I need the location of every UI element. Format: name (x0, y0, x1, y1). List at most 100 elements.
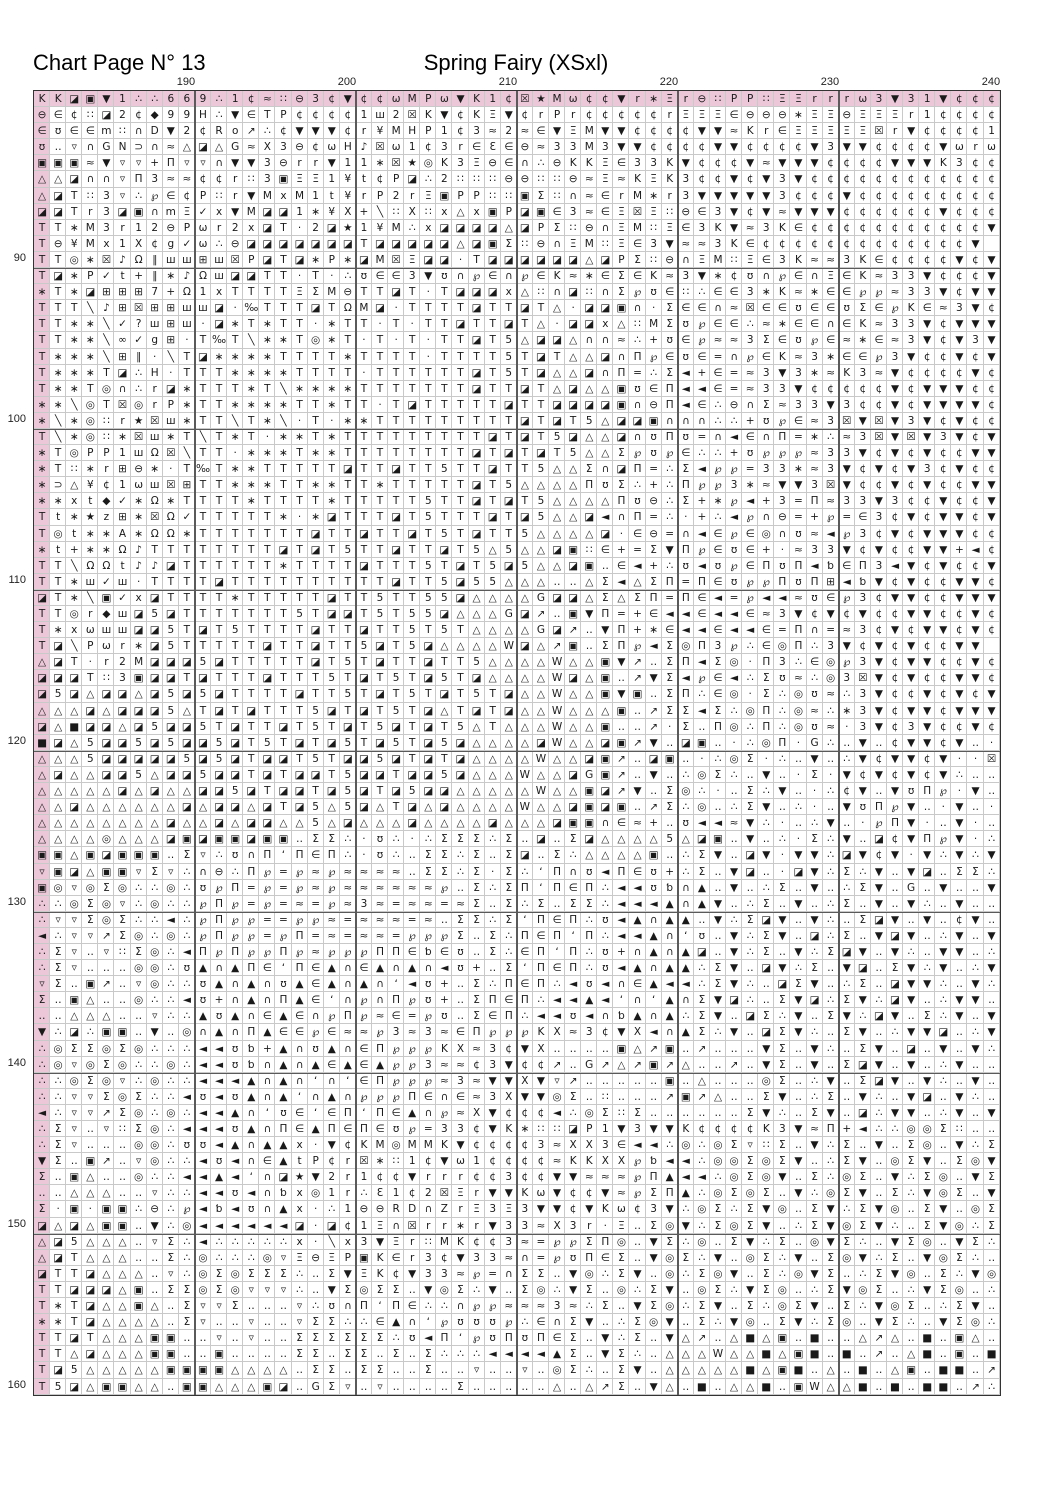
grid-cell: ▼ (726, 204, 742, 220)
grid-cell: ▼ (790, 155, 806, 171)
grid-cell: · (195, 316, 211, 332)
grid-cell: ◄ (662, 606, 678, 622)
grid-cell: ℘ (742, 509, 758, 525)
grid-cell: ◎ (919, 1234, 935, 1250)
grid-cell: 1 (227, 91, 244, 108)
grid-cell: ‥ (790, 928, 806, 944)
grid-cell: ◪ (227, 799, 243, 815)
grid-cell: ∗ (308, 477, 324, 493)
grid-cell: = (839, 509, 855, 525)
grid-cell: x (292, 1234, 308, 1250)
grid-cell: ⊖ (565, 171, 581, 187)
grid-cell: ◎ (613, 1234, 629, 1250)
grid-cell: ♪ (356, 139, 372, 155)
grid-cell: ∈ (790, 316, 806, 332)
grid-cell: ¢ (323, 91, 340, 108)
grid-cell: ◎ (581, 1105, 597, 1121)
grid-cell: ▼ (887, 413, 903, 429)
grid-cell: 3 (485, 1041, 501, 1057)
grid-cell: ¢ (935, 188, 951, 204)
grid-cell: K (372, 1266, 388, 1282)
grid-cell: ▼ (742, 815, 758, 831)
grid-cell: ▼ (935, 284, 951, 300)
grid-cell: ◎ (50, 526, 66, 542)
grid-cell: r (356, 188, 372, 204)
grid-cell: ◪ (243, 783, 259, 799)
grid-cell: ◪ (839, 944, 855, 960)
grid-cell: ◪ (179, 799, 195, 815)
grid-cell: ∴ (662, 461, 678, 477)
grid-cell: Π (887, 815, 903, 831)
grid-cell: T (292, 654, 308, 670)
grid-cell: 5 (404, 606, 420, 622)
grid-cell: △ (581, 493, 597, 509)
grid-cell: ▼ (984, 928, 1000, 944)
grid-cell: Σ (469, 976, 485, 992)
grid-cell: ◄ (613, 960, 629, 976)
grid-cell: Σ (823, 944, 839, 960)
grid-cell: ∗ (227, 365, 243, 381)
grid-cell: · (452, 252, 468, 268)
grid-cell: ‥ (227, 1314, 243, 1330)
grid-cell: ▼ (855, 783, 871, 799)
grid-cell: ◄ (694, 558, 710, 574)
grid-cell: ∴ (694, 1250, 710, 1266)
grid-cell: ◄ (726, 622, 742, 638)
grid-cell: ▲ (275, 1137, 291, 1153)
grid-cell: ∷ (452, 171, 468, 187)
grid-cell: 5 (533, 493, 549, 509)
grid-cell: ◪ (420, 735, 436, 751)
grid-cell: ▿ (372, 1379, 388, 1395)
grid-cell: ≈ (436, 1024, 452, 1040)
grid-cell: 3 (114, 670, 130, 686)
grid-cell: ∴ (420, 171, 436, 187)
grid-cell: + (629, 622, 645, 638)
grid-cell: ▼ (839, 799, 855, 815)
grid-cell: ʊ (565, 1008, 581, 1024)
grid-cell: T (356, 284, 372, 300)
grid-cell: ◪ (597, 735, 613, 751)
grid-cell: Ξ (469, 155, 485, 171)
grid-cell: M (629, 188, 645, 204)
grid-cell: 3 (903, 316, 919, 332)
grid-cell: 5 (404, 638, 420, 654)
grid-cell: ¢ (501, 1041, 517, 1057)
grid-cell: ≈ (469, 1041, 485, 1057)
grid-cell: 6 (162, 91, 179, 108)
grid-cell: T (227, 509, 243, 525)
grid-cell: ℘ (356, 1008, 372, 1024)
grid-cell: T (452, 445, 468, 461)
grid-cell: ◪ (292, 236, 308, 252)
grid-cell: · (967, 815, 983, 831)
grid-cell: ▼ (774, 912, 790, 928)
grid-cell: T (211, 365, 227, 381)
grid-cell: ℘ (629, 445, 645, 461)
grid-cell: Σ (501, 847, 517, 863)
grid-cell: ◪ (98, 751, 114, 767)
grid-cell: ◄ (742, 622, 758, 638)
grid-cell: T (356, 590, 372, 606)
grid-cell: ∴ (227, 1250, 243, 1266)
grid-cell: Σ (774, 880, 790, 896)
grid-cell: ʊ (807, 590, 823, 606)
grid-cell: 5 (436, 526, 452, 542)
grid-cell: ▼ (903, 1089, 919, 1105)
grid-cell: ■ (742, 1362, 758, 1378)
grid-cell: ‥ (629, 703, 645, 719)
grid-cell: ▼ (871, 493, 887, 509)
grid-cell: ‥ (646, 654, 662, 670)
grid-cell: ¢ (823, 155, 839, 171)
grid-cell: ‥ (919, 928, 935, 944)
grid-cell: ∈ (710, 365, 726, 381)
grid-cell: T (147, 542, 163, 558)
grid-cell: ∗ (66, 268, 82, 284)
grid-cell: Σ (469, 847, 485, 863)
grid-cell: 5 (436, 735, 452, 751)
grid-cell: r (114, 220, 130, 236)
grid-cell: ◪ (98, 767, 114, 783)
grid-cell: ▼ (646, 1121, 662, 1137)
grid-cell: ¢ (887, 188, 903, 204)
grid-cell: ∴ (34, 960, 51, 977)
grid-cell: 3 (774, 188, 790, 204)
grid-cell: ¢ (935, 686, 951, 702)
